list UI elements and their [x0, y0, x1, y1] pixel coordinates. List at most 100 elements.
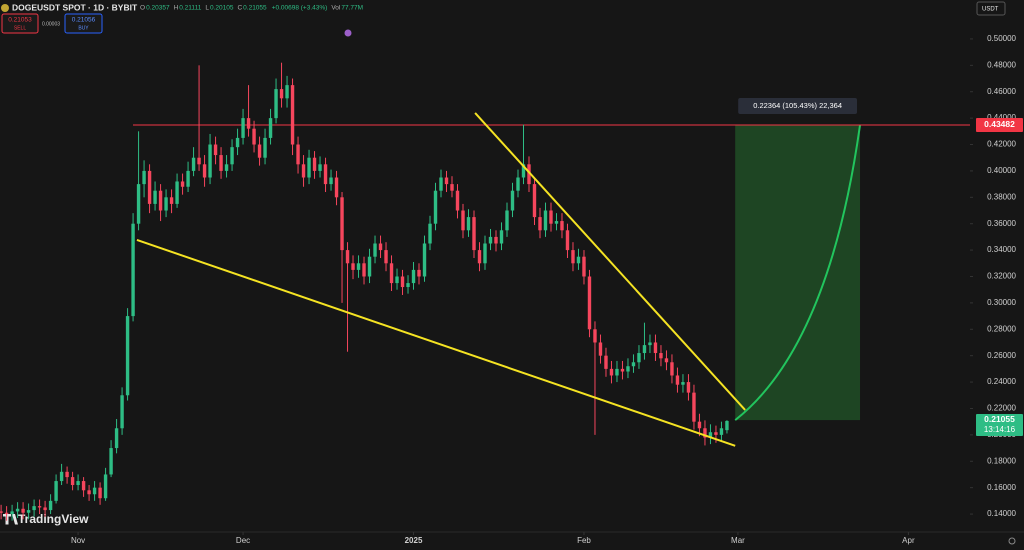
x-tick-label: Apr	[902, 536, 915, 545]
candle-body	[158, 190, 163, 211]
candle-body	[224, 164, 229, 171]
candle-body	[395, 276, 399, 284]
sell-price: 0.21053	[8, 17, 32, 24]
candle-body	[323, 164, 328, 185]
candle-body	[378, 243, 383, 251]
candle-body	[719, 428, 724, 435]
currency-button[interactable]	[976, 1, 1006, 16]
candle-body	[334, 177, 339, 198]
y-tick-label: 0.24000	[987, 377, 1016, 386]
y-tick-label: 0.48000	[987, 60, 1016, 69]
candle-body	[136, 184, 141, 224]
quote-key: O	[140, 5, 145, 12]
candle-body	[279, 89, 284, 99]
candle-body	[593, 329, 597, 343]
candle-body	[230, 147, 234, 165]
candle-body	[246, 118, 251, 129]
candle-body	[527, 164, 531, 185]
candle-body	[631, 362, 636, 367]
candle-body	[180, 181, 185, 187]
candle-body	[0, 511, 3, 513]
sell-button[interactable]	[1, 13, 39, 34]
candle-body	[373, 243, 377, 257]
candle-body	[604, 355, 608, 369]
projection-label-bg	[738, 97, 858, 114]
spread: 0.00003	[42, 21, 60, 27]
candle-body	[120, 395, 124, 429]
buy-button[interactable]	[64, 13, 103, 34]
candle-body	[285, 85, 289, 99]
currency: USDT	[982, 7, 999, 13]
y-tick-label: 0.14000	[987, 509, 1016, 518]
candle-body	[686, 382, 691, 393]
candle-body	[664, 358, 669, 363]
buy-label: BUY	[78, 25, 89, 31]
candle-body	[455, 190, 460, 211]
candle-body	[384, 250, 388, 264]
y-tick-label: 0.16000	[987, 483, 1016, 492]
trendline	[136, 238, 736, 447]
candle-body	[653, 342, 658, 354]
candle-body	[197, 157, 201, 165]
candle-body	[131, 223, 135, 317]
quote-key: Vol	[331, 5, 341, 12]
candle-body	[472, 217, 476, 251]
y-tick-label: 0.50000	[987, 34, 1016, 43]
candle-body	[433, 190, 438, 224]
x-tick-label: 2025	[405, 536, 423, 545]
candle-body	[70, 477, 75, 486]
symbol: DOGEUSDT SPOT · 1D · BYBIT	[12, 2, 138, 12]
quote-key: C	[237, 5, 242, 12]
candle-body	[389, 263, 394, 284]
candle-body	[483, 243, 487, 264]
quote-value: 77.77M	[341, 5, 363, 12]
y-tick-label: 0.36000	[987, 219, 1016, 228]
candle-body	[164, 197, 168, 211]
trendline	[474, 112, 746, 411]
candle-body	[362, 263, 366, 277]
candle-body	[450, 184, 454, 191]
candle-body	[400, 276, 405, 288]
candle-body	[301, 164, 306, 178]
candle-body	[340, 197, 344, 251]
y-tick-label: 0.40000	[987, 166, 1016, 175]
y-tick-label: 0.44000	[987, 113, 1016, 122]
candle-body	[81, 481, 86, 491]
candle-body	[54, 481, 58, 501]
candle-body	[92, 487, 97, 495]
quote-key: L	[205, 5, 209, 12]
y-tick-label: 0.28000	[987, 324, 1016, 333]
candle-body	[59, 471, 64, 482]
candle-body	[356, 263, 361, 270]
candle-body	[576, 256, 581, 264]
last-price-bg	[976, 413, 1023, 436]
settings-icon[interactable]	[1008, 537, 1016, 545]
candle-body	[620, 368, 625, 372]
candle-body	[714, 432, 718, 435]
candle-body	[153, 190, 157, 204]
candle-body	[417, 269, 421, 277]
candle-body	[114, 428, 119, 449]
candle-body	[477, 250, 482, 264]
y-tick-label: 0.18000	[987, 456, 1016, 465]
candle-body	[48, 500, 53, 511]
candle-body	[312, 157, 317, 171]
candle-body	[142, 170, 146, 185]
candle-body	[296, 144, 300, 165]
candle-body	[461, 210, 465, 231]
projection-curve	[734, 124, 862, 421]
candle-body	[98, 487, 102, 499]
y-tick-label: 0.42000	[987, 140, 1016, 149]
candle-body	[43, 507, 47, 511]
candle-body	[659, 353, 663, 359]
candle-body	[505, 210, 509, 231]
projection-label: 0.22364 (105.43%) 22,364	[753, 101, 842, 110]
candle-body	[439, 177, 443, 191]
candle-body	[444, 177, 449, 185]
candle-body	[109, 448, 113, 475]
candle-body	[466, 217, 471, 231]
y-tick-label: 0.32000	[987, 272, 1016, 281]
candle-body	[290, 85, 295, 145]
